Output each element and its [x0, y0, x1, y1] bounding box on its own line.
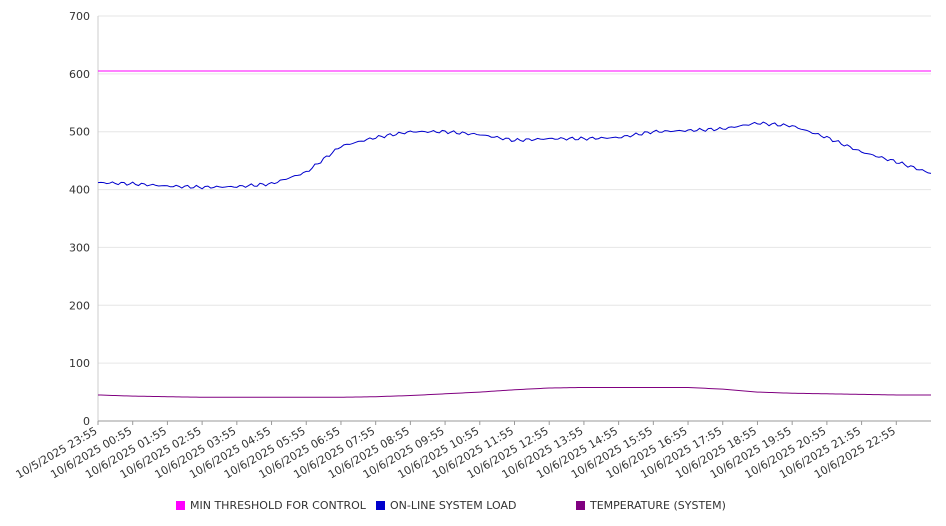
- legend-item[interactable]: ON-LINE SYSTEM LOAD: [376, 499, 516, 512]
- series-line-2: [97, 386, 931, 398]
- legend-swatch: [576, 501, 585, 510]
- legend: MIN THRESHOLD FOR CONTROL ON-LINE SYSTEM …: [176, 499, 726, 512]
- series-lines: [97, 70, 932, 398]
- legend-item[interactable]: TEMPERATURE (SYSTEM): [576, 499, 726, 512]
- y-tick-label: 600: [69, 68, 90, 81]
- y-tick-label: 300: [69, 241, 90, 254]
- gridlines: [98, 15, 931, 422]
- y-tick-label: 500: [69, 126, 90, 139]
- legend-label: ON-LINE SYSTEM LOAD: [390, 499, 516, 512]
- y-tick-label: 0: [83, 415, 90, 428]
- legend-label: MIN THRESHOLD FOR CONTROL: [190, 499, 367, 512]
- series-line-1: [97, 121, 932, 190]
- y-tick-label: 200: [69, 299, 90, 312]
- legend-item[interactable]: MIN THRESHOLD FOR CONTROL: [176, 499, 367, 512]
- y-tick-label: 100: [69, 357, 90, 370]
- legend-swatch: [376, 501, 385, 510]
- y-tick-label: 400: [69, 184, 90, 197]
- legend-label: TEMPERATURE (SYSTEM): [589, 499, 726, 512]
- legend-swatch: [176, 501, 185, 510]
- y-tick-label: 700: [69, 10, 90, 23]
